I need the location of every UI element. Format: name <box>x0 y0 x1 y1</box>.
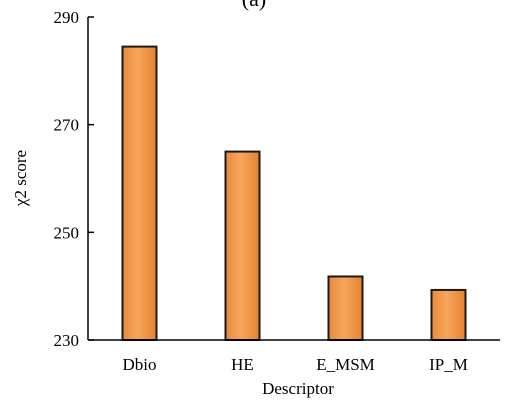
bar-he <box>224 150 261 341</box>
y-axis-ticks: 230 250 270 290 <box>54 8 94 350</box>
bar-e-msm <box>327 275 364 341</box>
chart-title: (a) <box>242 0 266 11</box>
bars-group <box>121 45 467 341</box>
y-axis-title: χ2 score <box>11 150 30 207</box>
y-tick-label: 290 <box>54 8 80 27</box>
x-axis-ticks: Dbio HE E_MSM IP_M <box>123 355 468 374</box>
bar-dbio <box>121 45 158 341</box>
x-tick-label: HE <box>231 355 254 374</box>
y-tick-label: 230 <box>54 331 80 350</box>
x-tick-label: IP_M <box>429 355 468 374</box>
y-tick-label: 270 <box>54 116 80 135</box>
y-tick-label: 250 <box>54 223 80 242</box>
bar-ip-m <box>430 288 467 341</box>
x-tick-label: Dbio <box>123 355 157 374</box>
plot-area: 230 250 270 290 Dbio HE E_MSM IP_M <box>54 8 500 374</box>
x-axis-title: Descriptor <box>262 379 334 398</box>
x-tick-label: E_MSM <box>316 355 375 374</box>
